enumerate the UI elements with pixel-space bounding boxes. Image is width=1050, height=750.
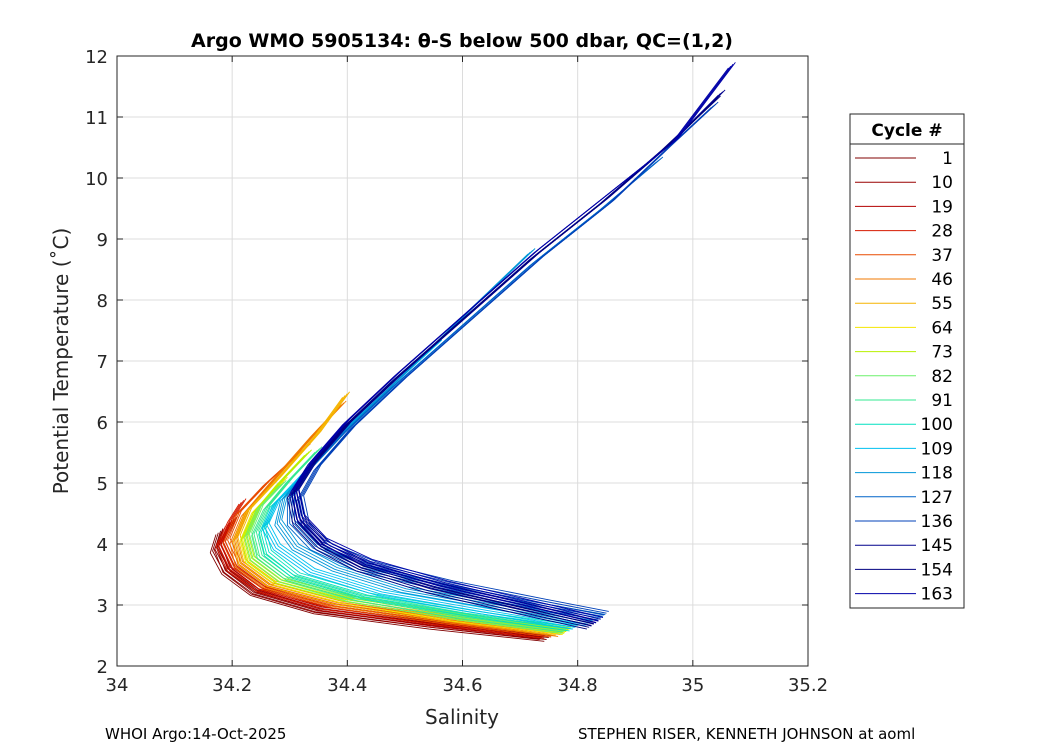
legend-entry-label: 10 (931, 173, 953, 193)
series-line-0-0 (209, 534, 545, 642)
legend-title: Cycle # (871, 121, 942, 141)
legend-entry-label: 127 (921, 488, 953, 508)
series-line-15-3 (303, 101, 719, 612)
footer-right: STEPHEN RISER, KENNETH JOHNSON at aoml (578, 725, 916, 743)
series-line-18-3 (297, 62, 736, 618)
series-line-6-0 (232, 397, 556, 636)
legend-entry-label: 118 (921, 464, 953, 484)
legend-entry-label: 73 (931, 343, 953, 363)
legend: Cycle # 1 10 19 28 37 46 55 64 73 82 91 100 109 118 12… (849, 113, 965, 609)
footer-left: WHOI Argo:14-Oct-2025 (105, 725, 287, 743)
legend-box (849, 113, 965, 609)
y-axis-label: Potential Temperature (˚C) (49, 228, 73, 495)
y-tick-label: 2 (97, 657, 108, 678)
legend-entries: 1 10 19 28 37 46 55 64 73 82 91 100 109 118 127 136 145 1… (855, 149, 953, 605)
y-tick-label: 10 (85, 169, 108, 190)
y-tick-label: 8 (97, 291, 108, 312)
y-tick-label: 7 (97, 352, 108, 373)
legend-entry-label: 46 (931, 270, 953, 290)
y-tick-label: 4 (97, 535, 108, 556)
legend-entry-label: 19 (931, 197, 953, 217)
y-tick-label: 3 (97, 596, 108, 617)
series-line-10-1 (253, 450, 566, 631)
legend-entry-label: 154 (921, 560, 953, 580)
series-line-2-0 (217, 522, 541, 639)
series-line-7-0 (239, 482, 563, 636)
legend-entry-label: 64 (931, 318, 953, 338)
x-axis-label: Salinity (425, 705, 499, 729)
legend-entry-label: 100 (921, 415, 953, 435)
x-tick-label: 34.2 (212, 675, 252, 696)
x-tick-label: 34.6 (442, 675, 482, 696)
series-line-9-1 (246, 483, 564, 632)
legend-entry-label: 145 (921, 536, 953, 556)
legend-entry-label: 1 (942, 149, 953, 169)
x-tick-label: 34 (106, 675, 129, 696)
x-tick-label: 34.4 (327, 675, 367, 696)
y-tick-label: 12 (85, 47, 108, 68)
series-line-5-0 (229, 406, 559, 637)
legend-entry-label: 163 (921, 585, 953, 605)
series-line-10-3 (258, 446, 570, 628)
legend-entry-label: 37 (931, 246, 953, 266)
y-tick-label: 5 (97, 474, 108, 495)
y-tick-label: 6 (97, 413, 108, 434)
series-line-6-1 (235, 395, 559, 634)
series-line-3-0 (215, 503, 545, 639)
series-line-1-0 (213, 528, 540, 640)
legend-entry-label: 55 (931, 294, 953, 314)
series-line-9-0 (244, 485, 562, 634)
x-tick-label: 35.2 (788, 675, 828, 696)
legend-entry-label: 28 (931, 222, 953, 242)
legend-entry-label: 91 (931, 391, 953, 411)
legend-entry-label: 109 (921, 439, 953, 459)
series-line-10-2 (255, 448, 568, 629)
chart-title: Argo WMO 5905134: θ-S below 500 dbar, QC… (191, 30, 733, 52)
series-line-10-0 (251, 451, 563, 633)
y-tick-label: 9 (97, 230, 108, 251)
x-tick-label: 35 (681, 675, 704, 696)
x-tick-label: 34.8 (558, 675, 598, 696)
legend-entry-label: 82 (931, 367, 953, 387)
y-tick-label: 11 (85, 108, 108, 129)
series-group (209, 62, 736, 642)
legend-entry-label: 136 (921, 512, 953, 532)
